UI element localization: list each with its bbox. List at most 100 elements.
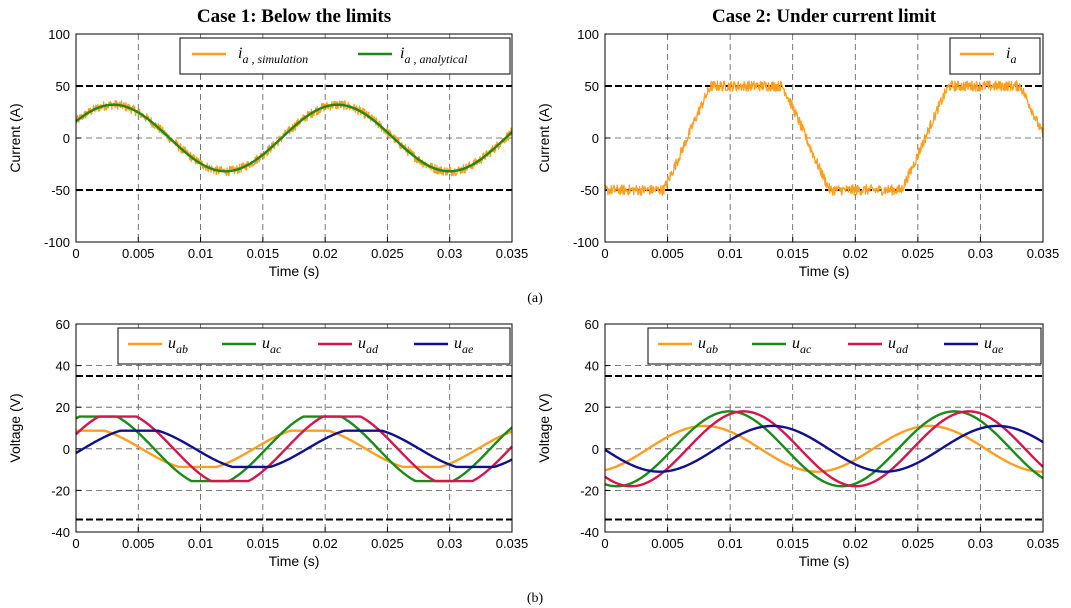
legend: uab uac uad uae xyxy=(647,327,1042,365)
caption-b: (b) xyxy=(527,591,544,606)
x-tick-label: 0.02 xyxy=(843,536,868,551)
legend-label: ia , simulation xyxy=(238,45,308,66)
x-axis-label: Time (s) xyxy=(269,263,320,279)
x-tick-label: 0.03 xyxy=(968,246,993,261)
y-tick-label: 0 xyxy=(63,442,70,457)
x-axis-label: Time (s) xyxy=(799,553,850,569)
y-tick-label: 50 xyxy=(585,79,599,94)
x-tick-label: 0.005 xyxy=(651,246,684,261)
legend-label: ia xyxy=(1006,45,1016,66)
plot-frame xyxy=(75,323,513,533)
y-axis-label: Voltage (V) xyxy=(536,393,552,462)
legend-box xyxy=(179,37,511,75)
legend: ia xyxy=(949,37,1041,75)
x-tick-label: 0.02 xyxy=(843,246,868,261)
x-tick-label: 0.015 xyxy=(247,536,280,551)
x-tick-label: 0.035 xyxy=(496,246,529,261)
y-tick-label: -100 xyxy=(573,235,599,250)
legend-label: uae xyxy=(454,335,474,356)
legend-label: uad xyxy=(888,335,909,356)
chart-4: 0 0.005 0.01 0.015 0.02 0.025 0.03 0.035 -40 -20 0… xyxy=(536,317,1059,569)
x-tick-label: 0.035 xyxy=(1027,246,1060,261)
x-tick-label: 0 xyxy=(72,246,79,261)
legend-label: uac xyxy=(792,335,812,356)
legend-label: uac xyxy=(262,335,282,356)
y-tick-label: -100 xyxy=(44,235,70,250)
y-tick-label: 60 xyxy=(585,317,599,332)
x-tick-label: 0.015 xyxy=(776,536,809,551)
x-tick-label: 0 xyxy=(601,536,608,551)
plot-frame xyxy=(75,33,513,243)
y-axis-label: Current (A) xyxy=(536,103,552,172)
y-tick-label: -20 xyxy=(580,483,599,498)
series-line xyxy=(75,103,513,173)
legend-label: uab xyxy=(168,335,188,356)
x-tick-label: 0.005 xyxy=(122,246,155,261)
x-tick-label: 0.03 xyxy=(437,246,462,261)
y-tick-label: 0 xyxy=(592,442,599,457)
chart-title: Case 1: Below the limits xyxy=(197,6,391,27)
y-tick-label: 100 xyxy=(577,27,599,42)
y-tick-label: 40 xyxy=(585,359,599,374)
x-tick-label: 0.01 xyxy=(717,536,742,551)
legend-box xyxy=(949,37,1041,75)
x-tick-label: 0.015 xyxy=(247,246,280,261)
y-tick-label: -20 xyxy=(51,483,70,498)
x-tick-label: 0 xyxy=(72,536,79,551)
legend-label: uab xyxy=(698,335,718,356)
x-axis-label: Time (s) xyxy=(799,263,850,279)
y-tick-label: 50 xyxy=(56,79,70,94)
y-axis-label: Voltage (V) xyxy=(7,393,23,462)
y-tick-label: 40 xyxy=(56,359,70,374)
x-tick-label: 0.025 xyxy=(902,536,935,551)
x-tick-label: 0.01 xyxy=(188,536,213,551)
x-tick-label: 0.03 xyxy=(437,536,462,551)
y-tick-label: 0 xyxy=(592,131,599,146)
y-tick-label: 100 xyxy=(48,27,70,42)
y-tick-label: 20 xyxy=(585,400,599,415)
legend-label: uad xyxy=(358,335,379,356)
series-line xyxy=(75,429,513,469)
x-tick-label: 0.025 xyxy=(902,246,935,261)
x-tick-label: 0.02 xyxy=(312,536,337,551)
x-tick-label: 0.025 xyxy=(371,246,404,261)
series-line xyxy=(604,410,1044,488)
chart-title: Case 2: Under current limit xyxy=(712,6,937,27)
legend: uab uac uad uae xyxy=(117,327,511,365)
x-tick-label: 0.02 xyxy=(312,246,337,261)
y-tick-label: 0 xyxy=(63,131,70,146)
x-tick-label: 0.005 xyxy=(122,536,155,551)
legend-box xyxy=(117,327,511,365)
chart-1: Case 1: Below the limits 0 0.005 0.01 0.015 0… xyxy=(7,6,528,279)
x-tick-label: 0.01 xyxy=(188,246,213,261)
series-line xyxy=(604,424,1044,473)
legend-box xyxy=(647,327,1042,365)
chart-3: 0 0.005 0.01 0.015 0.02 0.025 0.03 0.035 -40 -20 0… xyxy=(7,317,528,569)
x-tick-label: 0.005 xyxy=(651,536,684,551)
caption-a: (a) xyxy=(527,291,543,306)
plot-frame xyxy=(604,33,1044,243)
x-tick-label: 0.035 xyxy=(1027,536,1060,551)
x-tick-label: 0.03 xyxy=(968,536,993,551)
x-tick-label: 0.035 xyxy=(496,536,529,551)
legend-label: ia , analytical xyxy=(400,45,468,66)
x-tick-label: 0.015 xyxy=(776,246,809,261)
x-tick-label: 0.025 xyxy=(371,536,404,551)
series-line xyxy=(604,80,1044,196)
series-line xyxy=(75,429,513,469)
y-tick-label: -50 xyxy=(51,183,70,198)
y-tick-label: -40 xyxy=(51,525,70,540)
y-tick-label: -50 xyxy=(580,183,599,198)
y-tick-label: 60 xyxy=(56,317,70,332)
legend: ia , simulation ia , analytical xyxy=(179,37,511,75)
legend-label: uae xyxy=(984,335,1004,356)
y-axis-label: Current (A) xyxy=(7,103,23,172)
y-tick-label: 20 xyxy=(56,400,70,415)
series-line xyxy=(75,415,513,483)
x-tick-label: 0.01 xyxy=(717,246,742,261)
x-tick-label: 0 xyxy=(601,246,608,261)
x-axis-label: Time (s) xyxy=(269,553,320,569)
y-tick-label: -40 xyxy=(580,525,599,540)
chart-2: Case 2: Under current limit 0 0.005 0.01 0.0… xyxy=(536,6,1059,279)
